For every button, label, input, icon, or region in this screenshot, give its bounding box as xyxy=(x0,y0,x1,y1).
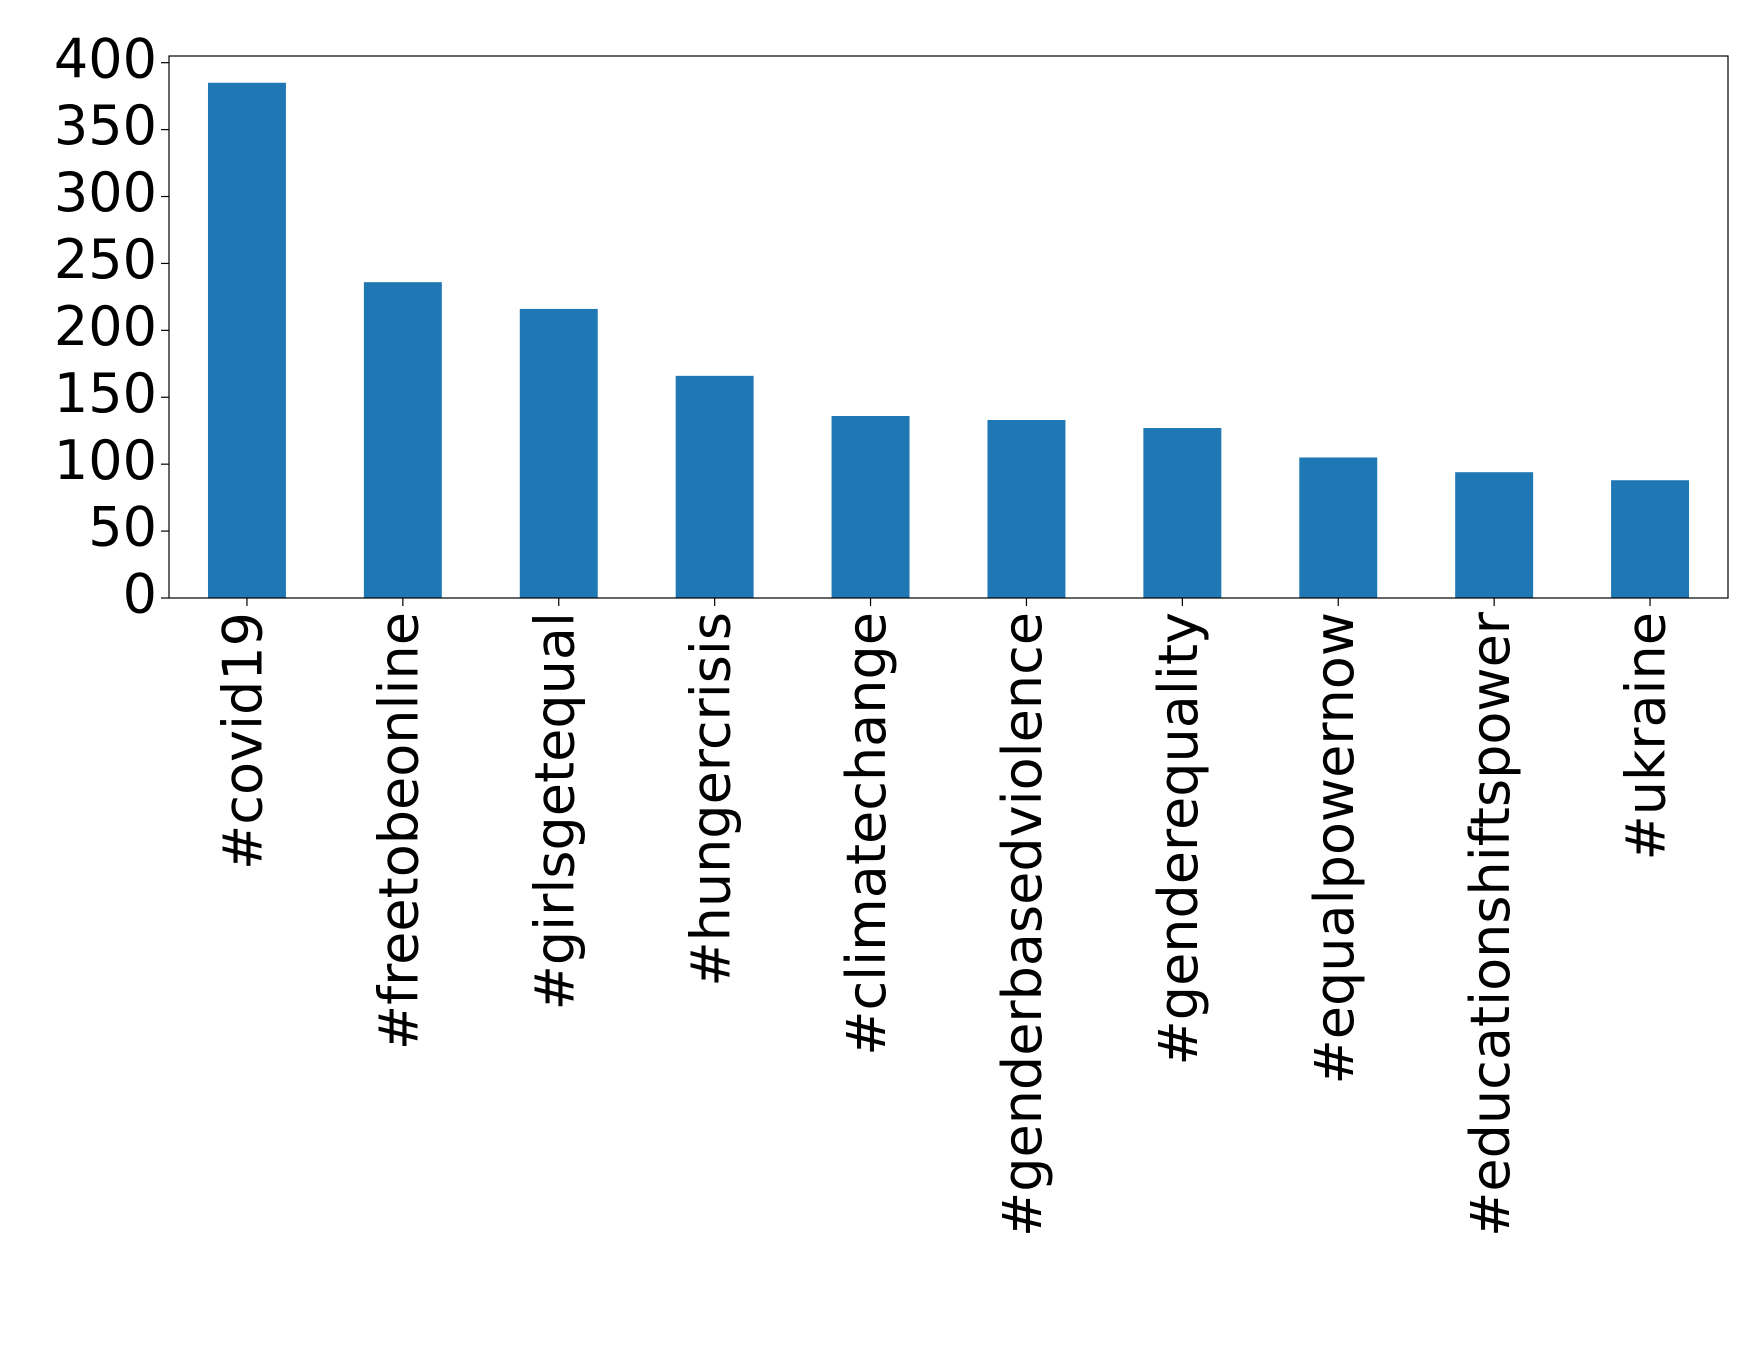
y-tick-label: 200 xyxy=(54,295,157,358)
bar xyxy=(675,375,754,598)
x-tick-label: #freetobeonline xyxy=(367,612,430,1050)
y-tick-label: 150 xyxy=(54,362,157,425)
bar xyxy=(1611,480,1690,598)
x-tick-label: #equalpowernow xyxy=(1303,612,1366,1084)
x-tick-label: #ukraine xyxy=(1615,612,1678,860)
bar xyxy=(831,415,910,598)
x-tick-label: #covid19 xyxy=(212,612,275,870)
y-tick-label: 0 xyxy=(123,563,157,626)
bar xyxy=(207,82,286,598)
y-tick-label: 350 xyxy=(54,94,157,157)
plot-frame xyxy=(168,55,1729,599)
x-tick-label: #educationshiftspower xyxy=(1459,611,1522,1237)
y-tick-label: 50 xyxy=(88,496,157,559)
x-tick-label: #girlsgetequal xyxy=(523,612,586,1010)
bar xyxy=(519,308,598,598)
bar xyxy=(1143,428,1222,598)
x-tick-label: #climatechange xyxy=(835,612,898,1056)
bar xyxy=(987,420,1066,598)
y-tick-label: 250 xyxy=(54,228,157,291)
x-tick-label: #genderbasedviolence xyxy=(991,612,1054,1237)
y-tick-label: 400 xyxy=(54,27,157,90)
y-tick-label: 300 xyxy=(54,161,157,224)
bar xyxy=(363,282,442,598)
x-tick-label: #hungercrisis xyxy=(679,612,742,987)
bar xyxy=(1455,472,1534,598)
y-tick-label: 100 xyxy=(54,429,157,492)
x-tick-label: #genderequality xyxy=(1147,612,1210,1065)
bar xyxy=(1299,457,1378,598)
